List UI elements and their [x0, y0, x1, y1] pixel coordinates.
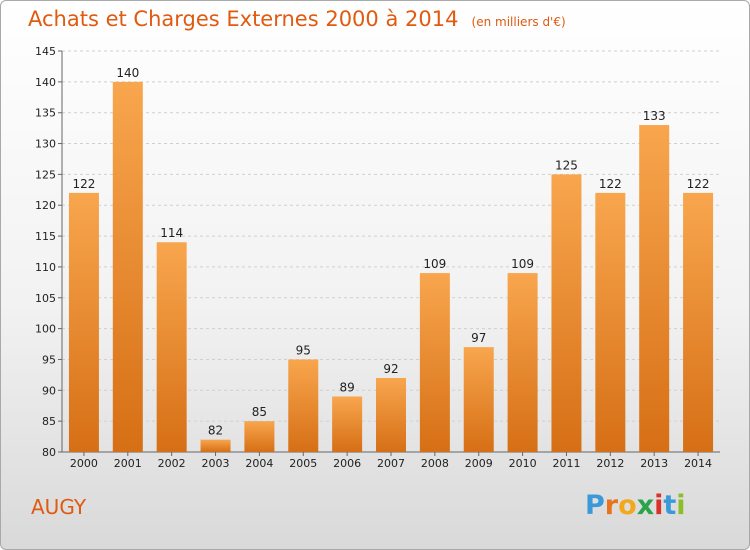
bar-2008 — [419, 273, 450, 452]
bar-2006 — [332, 396, 363, 452]
y-tick-label: 115 — [35, 230, 56, 243]
x-tick-label-2010: 2010 — [509, 457, 537, 470]
data-label-2003: 82 — [208, 424, 223, 438]
bar-2002 — [156, 242, 187, 452]
data-label-2014: 122 — [687, 177, 710, 191]
x-tick-label-2013: 2013 — [640, 457, 668, 470]
data-label-2001: 140 — [116, 66, 139, 80]
bar-2010 — [507, 273, 538, 452]
x-tick-label-2003: 2003 — [202, 457, 230, 470]
data-label-2008: 109 — [423, 257, 446, 271]
bar-2007 — [376, 377, 406, 452]
x-tick-label-2004: 2004 — [245, 457, 273, 470]
y-tick-label: 105 — [35, 292, 56, 305]
bar-2001 — [112, 81, 143, 452]
bar-2004 — [244, 421, 275, 452]
data-label-2002: 114 — [160, 226, 183, 240]
y-tick-label: 145 — [35, 45, 56, 58]
x-tick-label-2000: 2000 — [70, 457, 98, 470]
y-tick-label: 95 — [42, 353, 56, 366]
logo-letter: i — [654, 490, 664, 521]
x-tick-label-2007: 2007 — [377, 457, 405, 470]
y-tick-label: 85 — [42, 415, 56, 428]
bar-2013 — [639, 125, 670, 453]
x-tick-label-2005: 2005 — [289, 457, 317, 470]
bar-2000 — [68, 192, 99, 452]
data-label-2000: 122 — [72, 177, 95, 191]
logo-letter: i — [676, 490, 686, 521]
data-label-2012: 122 — [599, 177, 622, 191]
commune-name: AUGY — [31, 495, 87, 519]
y-tick-label: 80 — [42, 446, 56, 459]
chart-title-block: Achats et Charges Externes 2000 à 2014 (… — [28, 7, 566, 31]
data-label-2009: 97 — [471, 331, 486, 345]
bar-2014 — [683, 192, 714, 452]
x-tick-label-2001: 2001 — [114, 457, 142, 470]
x-tick-label-2006: 2006 — [333, 457, 361, 470]
bar-2012 — [595, 192, 626, 452]
chart-title: Achats et Charges Externes 2000 à 2014 — [28, 7, 459, 31]
x-tick-label-2008: 2008 — [421, 457, 449, 470]
x-tick-label-2014: 2014 — [684, 457, 712, 470]
logo-letter: x — [636, 490, 655, 521]
y-tick-label: 120 — [35, 199, 56, 212]
logo-letter: t — [663, 490, 677, 521]
y-tick-label: 100 — [35, 323, 56, 336]
bar-2003 — [200, 439, 231, 452]
x-tick-label-2009: 2009 — [465, 457, 493, 470]
y-tick-label: 125 — [35, 168, 56, 181]
data-label-2007: 92 — [383, 362, 398, 376]
x-tick-label-2002: 2002 — [158, 457, 186, 470]
x-tick-label-2011: 2011 — [552, 457, 580, 470]
logo-letter: r — [604, 490, 619, 521]
x-tick-label-2012: 2012 — [596, 457, 624, 470]
logo-letter: P — [585, 490, 605, 521]
y-tick-label: 130 — [35, 138, 56, 151]
chart-unit: (en milliers d'€) — [471, 15, 566, 29]
data-label-2011: 125 — [555, 158, 578, 172]
y-tick-label: 90 — [42, 384, 56, 397]
bar-2011 — [551, 174, 582, 452]
proxiti-logo: Proxiti — [585, 490, 686, 521]
bar-2009 — [463, 347, 494, 452]
y-tick-label: 110 — [35, 261, 56, 274]
data-label-2010: 109 — [511, 257, 534, 271]
bar-2005 — [288, 359, 319, 452]
y-tick-label: 140 — [35, 76, 56, 89]
logo-letter: o — [618, 490, 637, 521]
data-label-2004: 85 — [252, 405, 267, 419]
y-tick-label: 135 — [35, 107, 56, 120]
data-label-2005: 95 — [296, 343, 311, 357]
data-label-2006: 89 — [339, 380, 354, 394]
data-label-2013: 133 — [643, 109, 666, 123]
